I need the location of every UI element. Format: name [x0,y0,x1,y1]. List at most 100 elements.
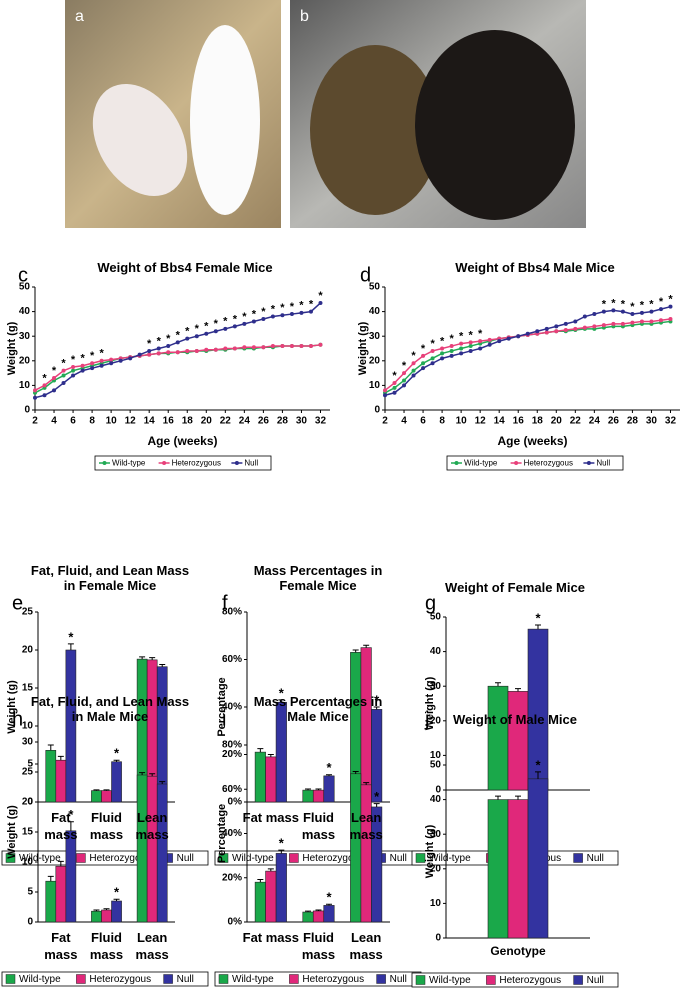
y-tick-label: 40 [430,646,442,657]
x-tick-label: 28 [277,416,289,427]
bar [136,774,148,923]
point-marker [147,352,152,357]
bar [101,790,112,803]
point-marker [459,346,464,351]
panel-letter: f [222,592,228,614]
point-marker [42,393,47,398]
point-marker [242,321,247,326]
error-bar [113,759,120,762]
x-tick-label: 8 [439,416,445,427]
point-marker [299,310,304,315]
point-marker [459,341,464,346]
y-axis-label: Weight (g) [424,676,436,730]
bar [487,799,509,939]
y-tick-label: 5 [27,759,33,770]
x-axis-label: Age (weeks) [147,434,217,448]
bar [265,870,277,923]
panel-letter: i [222,708,226,730]
legend-swatch [573,975,583,985]
significance-marker: * [602,299,607,311]
point-marker [147,348,152,353]
point-marker [90,366,95,371]
legend-box [446,455,624,471]
point-marker [185,348,190,353]
x-tick-label: 18 [532,416,544,427]
legend-swatch [163,974,173,984]
x-tick-label: 26 [608,416,620,427]
y-tick-label: 10 [430,750,442,761]
x-tick-label: Fluid mass [301,810,336,842]
y-axis-label: Weight (g) [6,680,18,734]
y-tick-label: 20 [22,645,34,656]
point-marker [289,344,294,349]
bar [323,775,335,803]
significance-marker: * [242,311,247,323]
significance-marker: * [214,318,219,330]
y-tick-label: 0% [228,917,243,928]
error-bar [363,644,370,648]
point-marker [487,342,492,347]
point-marker [573,326,578,331]
significance-marker: * [279,836,285,851]
point-marker [137,352,142,357]
legend-swatch [289,853,299,863]
error-bar [57,860,64,867]
point-marker [639,319,644,324]
significance-marker: * [42,372,47,384]
y-tick-label: 30 [430,681,442,692]
point-marker [449,353,454,358]
error-bar [257,748,264,753]
point-marker [506,336,511,341]
significance-marker: * [449,333,454,345]
point-marker [204,347,209,352]
bar [65,830,77,923]
y-tick-label: 15 [22,827,34,838]
x-tick-label: 32 [315,416,327,427]
error-bar [159,663,166,667]
error-bar [305,910,312,913]
chart-title: Fat, Fluid, and Lean Mass in Female Mice [30,563,190,593]
bar [45,880,57,923]
significance-marker: * [621,299,626,311]
significance-marker: * [99,348,104,360]
point-marker [402,383,407,388]
error-bar [325,903,332,906]
error-bar [278,699,285,703]
bar [55,865,67,923]
x-tick-label: 4 [51,416,57,427]
point-marker [516,334,521,339]
bar [487,685,509,791]
point-marker [318,300,323,305]
y-tick-label: 50 [430,760,442,771]
legend-label: Wild-type [19,974,61,985]
x-tick-label: Lean mass [349,810,383,842]
chart-title: Weight of Male Mice [453,712,577,727]
y-tick-label: 20 [369,355,381,366]
error-bar [495,795,501,800]
y-tick-label: 25 [22,607,34,618]
legend-swatch [486,975,496,985]
y-tick-label: 10 [369,380,381,391]
y-tick-label: 20 [430,715,442,726]
x-tick-label: 22 [220,416,232,427]
point-marker [156,351,161,356]
error-bar [149,773,156,777]
legend-label: Wild-type [112,459,146,468]
point-marker [80,368,85,373]
error-bar [495,682,501,687]
legend-swatch [76,853,86,863]
point-marker [213,329,218,334]
point-marker [402,378,407,383]
significance-marker: * [411,350,416,362]
chart-title: Weight of Female Mice [445,580,585,595]
point-marker [440,346,445,351]
significance-marker: * [374,789,380,804]
panel-letter: b [300,8,309,25]
point-marker [61,368,66,373]
x-tick-label: 32 [665,416,677,427]
point-marker [33,388,37,393]
panel-letter: g [425,592,436,614]
bar [156,783,168,923]
point-marker [411,368,416,373]
